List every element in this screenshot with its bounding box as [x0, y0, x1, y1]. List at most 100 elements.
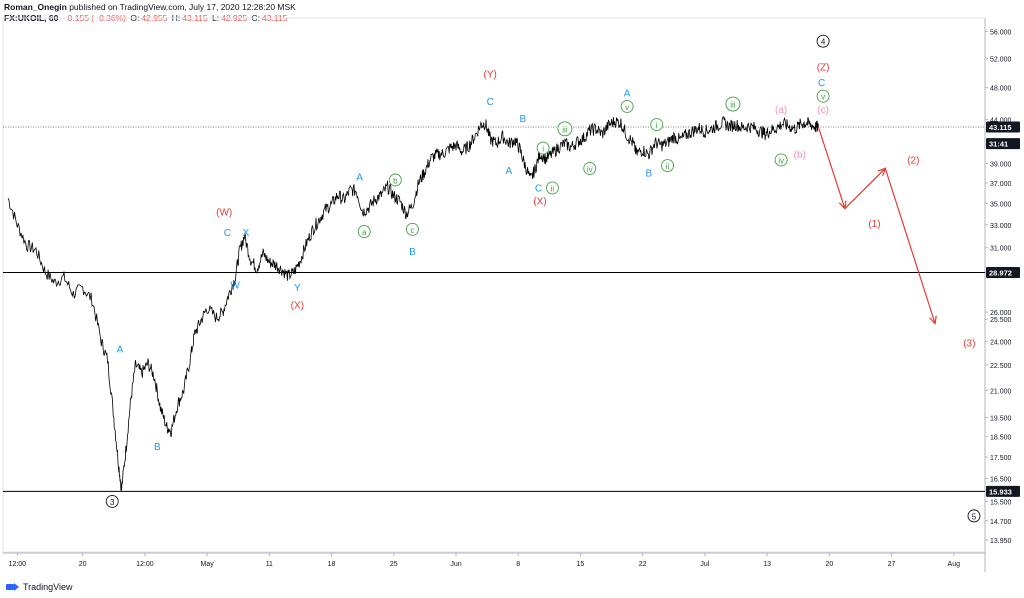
- price-axis-badge-label: 31:41: [989, 140, 1008, 149]
- wave-label: (Y): [484, 70, 497, 81]
- wave-label: iii: [562, 125, 568, 134]
- wave-label-circle: [816, 89, 830, 103]
- projection-arrowhead: [877, 167, 887, 177]
- x-tick-label: May: [200, 561, 214, 568]
- wave-label: (b): [794, 150, 806, 161]
- x-tick-label: 13: [763, 561, 771, 568]
- projection-path[interactable]: [817, 126, 936, 324]
- y-tick-label: 37.000: [990, 181, 1012, 188]
- x-tick-label: Jul: [700, 561, 709, 568]
- wave-label: B: [520, 114, 527, 125]
- price-axis-badge: [986, 138, 1020, 150]
- y-tick-label: 13.950: [990, 538, 1012, 545]
- wave-label: (X): [291, 301, 304, 312]
- x-tick-label: 22: [639, 561, 647, 568]
- x-tick-label: 15: [577, 561, 585, 568]
- x-tick-label: 27: [888, 561, 896, 568]
- price-axis-badge: [986, 266, 1020, 278]
- y-tick-label: 18.500: [990, 435, 1012, 442]
- wave-label-circle: [725, 96, 741, 112]
- author-name[interactable]: Roman_Onegin: [4, 2, 67, 12]
- wave-label: (c): [817, 105, 829, 116]
- y-tick-label: 15.500: [990, 499, 1012, 506]
- y-tick-label: 24.000: [990, 339, 1012, 346]
- wave-label: iv: [778, 156, 784, 165]
- wave-label-circle: [816, 34, 830, 48]
- wave-label: (X): [533, 197, 546, 208]
- y-tick-label: 17.500: [990, 455, 1012, 462]
- wave-label: (W): [216, 207, 232, 218]
- x-tick-label: 25: [390, 561, 398, 568]
- wave-label: (3): [963, 338, 975, 349]
- y-tick-label: 44.000: [990, 118, 1012, 125]
- wave-label: 4: [821, 38, 826, 47]
- wave-label: A: [356, 173, 363, 184]
- wave-label-circle: [774, 153, 788, 167]
- wave-label: iv: [587, 165, 593, 174]
- wave-label: A: [506, 166, 513, 177]
- projection-arrowhead: [838, 200, 847, 210]
- y-tick-label: 35.000: [990, 201, 1012, 208]
- wave-label: C: [224, 228, 231, 239]
- price-axis-badge-label: 15.933: [989, 487, 1012, 496]
- wave-label: b: [393, 176, 398, 185]
- wave-label: (a): [775, 105, 787, 116]
- wave-label: i: [656, 121, 658, 130]
- x-tick-label: 20: [825, 561, 833, 568]
- wave-label: (Z): [817, 62, 830, 73]
- y-tick-label: 22.500: [990, 363, 1012, 370]
- wave-label: 3: [110, 498, 115, 507]
- wave-label: W: [230, 280, 240, 291]
- wave-label: i: [542, 145, 544, 154]
- price-axis-badge: [986, 485, 1020, 497]
- wave-label: B: [409, 247, 416, 258]
- wave-label: ii: [666, 162, 670, 171]
- y-tick-label: 33.000: [990, 223, 1012, 230]
- x-tick-label: Jun: [450, 561, 461, 568]
- y-tick-label: 16.500: [990, 477, 1012, 484]
- y-tick-label: 39.000: [990, 162, 1012, 169]
- wave-label: (2): [907, 155, 919, 166]
- price-axis-badge-label: 43.115: [989, 123, 1012, 132]
- wave-label: C: [487, 97, 494, 108]
- x-tick-label: 11: [266, 561, 273, 568]
- wave-label-circle: [583, 161, 597, 175]
- y-tick-label: 52.000: [990, 56, 1012, 63]
- x-tick-label: 12:00: [9, 561, 27, 568]
- x-tick-label: 8: [516, 561, 520, 568]
- wave-label: v: [821, 93, 825, 102]
- author-line: Roman_Onegin published on TradingView.co…: [4, 2, 296, 13]
- price-axis-badge: [986, 121, 1020, 133]
- x-tick-label: 12:00: [136, 561, 154, 568]
- wave-label-circle: [620, 100, 634, 113]
- x-tick-label: 18: [328, 561, 336, 568]
- wave-label: A: [624, 89, 631, 100]
- projection-arrowhead: [929, 315, 937, 325]
- wave-label: iii: [730, 101, 736, 110]
- tradingview-brand: TradingView: [23, 582, 73, 592]
- wave-label-circle: [557, 121, 573, 137]
- wave-label-circle: [536, 141, 550, 155]
- wave-label: v: [625, 103, 629, 112]
- wave-label: (1): [868, 219, 880, 230]
- plot-frame: [2, 17, 986, 553]
- y-tick-label: 56.000: [990, 29, 1012, 36]
- y-tick-label: 48.000: [990, 86, 1012, 93]
- wave-label: C: [535, 183, 542, 194]
- wave-label-circle: [967, 509, 981, 523]
- x-tick-label: 20: [79, 561, 87, 568]
- y-tick-label: 19.500: [990, 415, 1012, 422]
- tradingview-footer[interactable]: TradingView: [6, 582, 73, 592]
- wave-label: c: [410, 226, 414, 235]
- wave-label: B: [154, 442, 161, 453]
- price-series-line[interactable]: [7, 115, 819, 491]
- wave-label-circle: [661, 159, 675, 173]
- wave-label-circle: [545, 181, 559, 195]
- wave-label: B: [646, 169, 653, 180]
- tradingview-logo-icon: [6, 583, 20, 591]
- wave-label: C: [818, 78, 825, 89]
- price-axis-badge-label: 28.972: [989, 268, 1012, 277]
- y-tick-label: 31.000: [990, 246, 1012, 253]
- wave-label: ii: [551, 184, 555, 193]
